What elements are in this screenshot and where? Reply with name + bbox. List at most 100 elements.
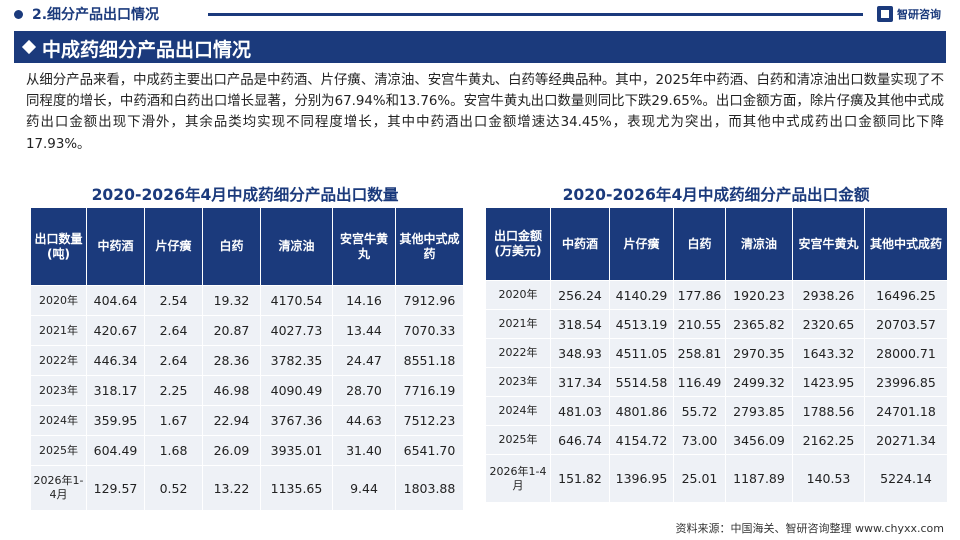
column-header: 出口数量(吨)	[30, 207, 87, 286]
table-cell: 1.67	[144, 405, 203, 436]
table-cell: 2.54	[144, 285, 203, 316]
table-cell: 116.49	[673, 367, 726, 397]
table-cell: 22.94	[202, 405, 261, 436]
logo-text: 智研咨询	[897, 8, 941, 21]
table-cell: 3782.35	[260, 345, 333, 376]
table-cell: 1803.88	[395, 465, 464, 511]
table-row: 2026年1-4月 151.82 1396.95 25.01 1187.89 140.53…	[485, 454, 948, 503]
table-cell: 55.72	[673, 396, 726, 426]
column-header: 中药酒	[550, 207, 610, 281]
logo-icon	[877, 6, 893, 22]
bullet-icon	[14, 10, 23, 19]
table-cell: 0.52	[144, 465, 203, 511]
row-label: 2026年1-4月	[30, 465, 87, 511]
table-cell: 1423.95	[792, 367, 865, 397]
table-cell: 4801.86	[609, 396, 674, 426]
table-cell: 9.44	[332, 465, 396, 511]
table-cell: 446.34	[86, 345, 145, 376]
table-cell: 2970.35	[725, 338, 793, 368]
column-header: 片仔癀	[609, 207, 674, 281]
table-cell: 73.00	[673, 425, 726, 455]
table-cell: 4140.29	[609, 280, 674, 310]
table-cell: 1643.32	[792, 338, 865, 368]
table-cell: 2499.32	[725, 367, 793, 397]
table-row: 2021年 318.54 4513.19 210.55 2365.82 2320.65 20…	[485, 309, 948, 339]
table-cell: 1788.56	[792, 396, 865, 426]
table-cell: 2.64	[144, 345, 203, 376]
table-cell: 13.44	[332, 315, 396, 346]
table-cell: 2793.85	[725, 396, 793, 426]
column-header: 其他中式成药	[864, 207, 948, 281]
row-label: 2021年	[485, 309, 551, 339]
table-cell: 1396.95	[609, 454, 674, 503]
table-header-row: 出口金额(万美元) 中药酒 片仔癀 白药 清凉油 安宫牛黄丸 其他中式成药	[485, 207, 948, 281]
row-label: 2026年1-4月	[485, 454, 551, 503]
table-cell: 4090.49	[260, 375, 333, 406]
table-cell: 2162.25	[792, 425, 865, 455]
table-cell: 20703.57	[864, 309, 948, 339]
column-header: 出口金额(万美元)	[485, 207, 551, 281]
row-label: 2025年	[485, 425, 551, 455]
table-cell: 210.55	[673, 309, 726, 339]
table-row: 2025年 646.74 4154.72 73.00 3456.09 2162.25 202…	[485, 425, 948, 455]
section-title: 2.细分产品出口情况	[32, 7, 160, 23]
table-cell: 20.87	[202, 315, 261, 346]
column-header: 白药	[673, 207, 726, 281]
source-note: 资料来源：中国海关、智研咨询整理 www.chyxx.com	[675, 522, 944, 535]
row-label: 2022年	[30, 345, 87, 376]
table-cell: 2365.82	[725, 309, 793, 339]
table-cell: 359.95	[86, 405, 145, 436]
column-header: 片仔癀	[144, 207, 203, 286]
table-row: 2022年 446.34 2.64 28.36 3782.35 24.47 8551.18	[30, 345, 464, 376]
table-cell: 3935.01	[260, 435, 333, 466]
column-header: 安宫牛黄丸	[792, 207, 865, 281]
intro-paragraph: 从细分产品来看，中成药主要出口产品是中药酒、片仔癀、清凉油、安宫牛黄丸、白药等经…	[26, 73, 944, 152]
table-cell: 404.64	[86, 285, 145, 316]
quantity-table: 出口数量(吨) 中药酒 片仔癀 白药 清凉油 安宫牛黄丸 其他中式成药 2020年 404.6…	[30, 207, 464, 511]
table-cell: 317.34	[550, 367, 610, 397]
table-cell: 348.93	[550, 338, 610, 368]
table-cell: 4027.73	[260, 315, 333, 346]
title-banner: 中成药细分产品出口情况	[14, 31, 946, 63]
table-row: 2023年 318.17 2.25 46.98 4090.49 28.70 7716.19	[30, 375, 464, 406]
table-cell: 25.01	[673, 454, 726, 503]
table-cell: 256.24	[550, 280, 610, 310]
column-header: 其他中式成药	[395, 207, 464, 286]
table-cell: 16496.25	[864, 280, 948, 310]
table-cell: 140.53	[792, 454, 865, 503]
table-cell: 5514.58	[609, 367, 674, 397]
table-cell: 24701.18	[864, 396, 948, 426]
table-cell: 4154.72	[609, 425, 674, 455]
amount-table: 出口金额(万美元) 中药酒 片仔癀 白药 清凉油 安宫牛黄丸 其他中式成药 2020年 256…	[485, 207, 948, 503]
table-cell: 1920.23	[725, 280, 793, 310]
table-row: 2023年 317.34 5514.58 116.49 2499.32 1423.95 23…	[485, 367, 948, 397]
top-bar: 2.细分产品出口情况 智研咨询	[0, 0, 960, 28]
table-row: 2020年 256.24 4140.29 177.86 1920.23 2938.26 16…	[485, 280, 948, 310]
diamond-icon	[21, 39, 37, 55]
table-cell: 2.64	[144, 315, 203, 346]
table-cell: 7716.19	[395, 375, 464, 406]
table-cell: 28.36	[202, 345, 261, 376]
amount-table-title: 2020-2026年4月中成药细分产品出口金额	[562, 186, 870, 204]
row-label: 2025年	[30, 435, 87, 466]
table-cell: 6541.70	[395, 435, 464, 466]
table-cell: 3767.36	[260, 405, 333, 436]
table-row: 2024年 481.03 4801.86 55.72 2793.85 1788.56 247…	[485, 396, 948, 426]
table-row: 2022年 348.93 4511.05 258.81 2970.35 1643.32 28…	[485, 338, 948, 368]
table-cell: 1.68	[144, 435, 203, 466]
table-row: 2020年 404.64 2.54 19.32 4170.54 14.16 7912.96	[30, 285, 464, 316]
table-cell: 44.63	[332, 405, 396, 436]
table-cell: 5224.14	[864, 454, 948, 503]
column-header: 中药酒	[86, 207, 145, 286]
table-cell: 481.03	[550, 396, 610, 426]
table-cell: 14.16	[332, 285, 396, 316]
table-cell: 46.98	[202, 375, 261, 406]
row-label: 2023年	[485, 367, 551, 397]
table-row: 2024年 359.95 1.67 22.94 3767.36 44.63 7512.23	[30, 405, 464, 436]
row-label: 2020年	[485, 280, 551, 310]
row-label: 2024年	[30, 405, 87, 436]
table-cell: 2320.65	[792, 309, 865, 339]
table-cell: 1135.65	[260, 465, 333, 511]
table-cell: 28000.71	[864, 338, 948, 368]
table-cell: 1187.89	[725, 454, 793, 503]
